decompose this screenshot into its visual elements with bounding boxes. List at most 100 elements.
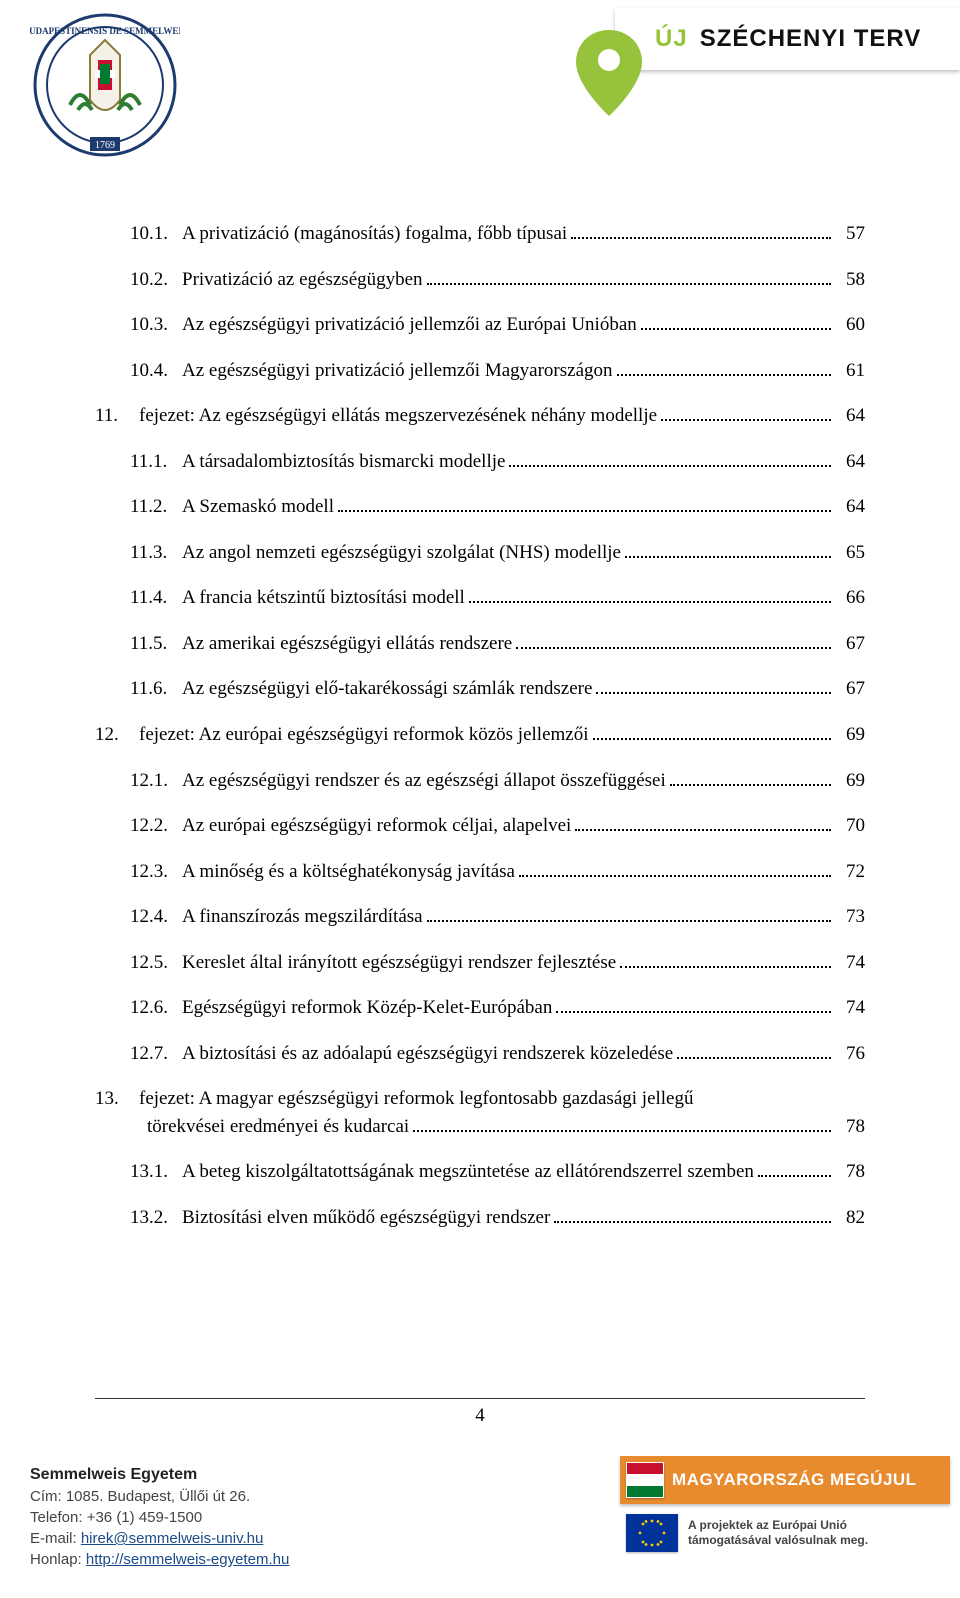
toc-leader-dots bbox=[427, 283, 831, 285]
footer-eu-block: MAGYARORSZÁG MEGÚJUL A projektek az Euró… bbox=[620, 1456, 960, 1576]
footer-web-label: Honlap: bbox=[30, 1551, 82, 1568]
toc-entry: 10.1.A privatizáció (magánosítás) fogalm… bbox=[95, 220, 865, 248]
toc-number: 11.5. bbox=[130, 630, 182, 658]
toc-title: fejezet: Az európai egészségügyi reformo… bbox=[139, 721, 589, 749]
toc-page: 64 bbox=[835, 402, 865, 430]
toc-page: 64 bbox=[835, 448, 865, 476]
toc-entry: 11.1.A társadalombiztosítás bismarcki mo… bbox=[95, 448, 865, 476]
toc-entry: 12.3.A minőség és a költséghatékonyság j… bbox=[95, 858, 865, 886]
toc-title: Az egészségügyi elő-takarékossági számlá… bbox=[182, 675, 592, 703]
toc-title: A társadalombiztosítás bismarcki modellj… bbox=[182, 448, 505, 476]
toc-entry: 11.6.Az egészségügyi elő-takarékossági s… bbox=[95, 675, 865, 703]
toc-page: 78 bbox=[835, 1158, 865, 1186]
toc-page: 73 bbox=[835, 903, 865, 931]
toc-leader-dots bbox=[575, 829, 831, 831]
toc-leader-dots bbox=[519, 875, 831, 877]
toc-leader-dots bbox=[469, 601, 831, 603]
footer-phone: Telefon: +36 (1) 459-1500 bbox=[30, 1507, 289, 1528]
toc-title: Egészségügyi reformok Közép-Kelet-Európá… bbox=[182, 994, 552, 1022]
toc-title: Biztosítási elven működő egészségügyi re… bbox=[182, 1204, 550, 1232]
toc-title: Az egészségügyi privatizáció jellemzői M… bbox=[182, 357, 613, 385]
toc-leader-dots bbox=[427, 920, 831, 922]
toc-entry: 10.4.Az egészségügyi privatizáció jellem… bbox=[95, 357, 865, 385]
toc-leader-dots bbox=[338, 510, 831, 512]
footer-web-row: Honlap: http://semmelweis-egyetem.hu bbox=[30, 1549, 289, 1570]
toc-page: 60 bbox=[835, 311, 865, 339]
toc-number: 11.6. bbox=[130, 675, 182, 703]
page-footer: 4 Semmelweis Egyetem Cím: 1085. Budapest… bbox=[0, 1398, 960, 1598]
toc-number: 11. bbox=[95, 402, 139, 430]
page-number: 4 bbox=[95, 1398, 865, 1427]
toc-number: 12.2. bbox=[130, 812, 182, 840]
toc-entry: 12.fejezet: Az európai egészségügyi refo… bbox=[95, 721, 865, 749]
svg-text:BUDAPESTINENSIS DE SEMMELWEIS: BUDAPESTINENSIS DE SEMMELWEIS bbox=[30, 26, 180, 36]
eu-flag-icon bbox=[626, 1514, 678, 1552]
toc-leader-dots bbox=[509, 465, 831, 467]
toc-page: 58 bbox=[835, 266, 865, 294]
footer-web-link[interactable]: http://semmelweis-egyetem.hu bbox=[86, 1551, 289, 1568]
toc-page: 65 bbox=[835, 539, 865, 567]
toc-entry: 12.5.Kereslet által irányított egészségü… bbox=[95, 949, 865, 977]
toc-leader-dots bbox=[617, 374, 832, 376]
megujul-label: MAGYARORSZÁG MEGÚJUL bbox=[672, 1470, 917, 1490]
eu-credit: A projektek az Európai Unió támogatásáva… bbox=[626, 1514, 868, 1552]
toc-leader-dots bbox=[677, 1057, 831, 1059]
toc-entry: 11.3.Az angol nemzeti egészségügyi szolg… bbox=[95, 539, 865, 567]
toc-number: 12.6. bbox=[130, 994, 182, 1022]
toc-page: 61 bbox=[835, 357, 865, 385]
toc-entry: 11.2.A Szemaskó modell 64 bbox=[95, 493, 865, 521]
footer-email-row: E-mail: hirek@semmelweis-univ.hu bbox=[30, 1528, 289, 1549]
toc-leader-dots bbox=[571, 237, 831, 239]
toc-title: Az amerikai egészségügyi ellátás rendsze… bbox=[182, 630, 512, 658]
toc-number: 13.2. bbox=[130, 1204, 182, 1232]
toc-leader-dots bbox=[554, 1221, 831, 1223]
toc-title: Az egészségügyi rendszer és az egészségi… bbox=[182, 767, 666, 795]
toc-leader-dots bbox=[556, 1011, 831, 1013]
toc-number: 12.1. bbox=[130, 767, 182, 795]
toc-page: 67 bbox=[835, 630, 865, 658]
badge-terv-label: SZÉCHENYI TERV bbox=[700, 25, 922, 53]
szechenyi-bar: ÚJ SZÉCHENYI TERV bbox=[615, 8, 960, 70]
toc-page: 78 bbox=[835, 1113, 865, 1141]
map-pin-icon bbox=[570, 26, 648, 121]
toc-page: 72 bbox=[835, 858, 865, 886]
toc-title: Privatizáció az egészségügyben bbox=[182, 266, 423, 294]
megujul-bar: MAGYARORSZÁG MEGÚJUL bbox=[620, 1456, 950, 1504]
toc-entry: 13.2.Biztosítási elven működő egészségüg… bbox=[95, 1204, 865, 1232]
university-crest-icon: BUDAPESTINENSIS DE SEMMELWEIS 1769 bbox=[30, 10, 180, 165]
toc-number: 13. bbox=[95, 1085, 139, 1113]
toc-number: 12.7. bbox=[130, 1040, 182, 1068]
toc-leader-dots bbox=[516, 647, 831, 649]
toc-page: 74 bbox=[835, 949, 865, 977]
toc-title: fejezet: Az egészségügyi ellátás megszer… bbox=[139, 402, 657, 430]
toc-entry: 13.1.A beteg kiszolgáltatottságának megs… bbox=[95, 1158, 865, 1186]
toc-leader-dots bbox=[625, 556, 831, 558]
toc-leader-dots bbox=[413, 1130, 831, 1132]
eu-line1: A projektek az Európai Unió bbox=[688, 1518, 868, 1533]
university-name: Semmelweis Egyetem bbox=[30, 1464, 289, 1486]
toc-title: Az európai egészségügyi reformok céljai,… bbox=[182, 812, 571, 840]
toc-entry: 10.2.Privatizáció az egészségügyben 58 bbox=[95, 266, 865, 294]
toc-title: A Szemaskó modell bbox=[182, 493, 334, 521]
table-of-contents: 10.1.A privatizáció (magánosítás) fogalm… bbox=[0, 180, 960, 1232]
hungary-flag-icon bbox=[626, 1462, 664, 1498]
toc-title-cont: törekvései eredményei és kudarcai bbox=[147, 1113, 409, 1141]
toc-number: 10.2. bbox=[130, 266, 182, 294]
toc-number: 12.5. bbox=[130, 949, 182, 977]
toc-number: 11.2. bbox=[130, 493, 182, 521]
toc-number: 12. bbox=[95, 721, 139, 749]
szechenyi-badge: ÚJ SZÉCHENYI TERV bbox=[570, 8, 960, 103]
footer-email-label: E-mail: bbox=[30, 1530, 77, 1547]
toc-entry: 12.6.Egészségügyi reformok Közép-Kelet-E… bbox=[95, 994, 865, 1022]
toc-page: 64 bbox=[835, 493, 865, 521]
toc-page: 66 bbox=[835, 584, 865, 612]
toc-entry: 11.5.Az amerikai egészségügyi ellátás re… bbox=[95, 630, 865, 658]
toc-page: 76 bbox=[835, 1040, 865, 1068]
toc-page: 69 bbox=[835, 721, 865, 749]
footer-email-link[interactable]: hirek@semmelweis-univ.hu bbox=[81, 1530, 264, 1547]
eu-credit-text: A projektek az Európai Unió támogatásáva… bbox=[688, 1518, 868, 1548]
toc-leader-dots bbox=[670, 784, 831, 786]
toc-title: A francia kétszintű biztosítási modell bbox=[182, 584, 465, 612]
toc-entry: 10.3.Az egészségügyi privatizáció jellem… bbox=[95, 311, 865, 339]
toc-title: Az angol nemzeti egészségügyi szolgálat … bbox=[182, 539, 621, 567]
